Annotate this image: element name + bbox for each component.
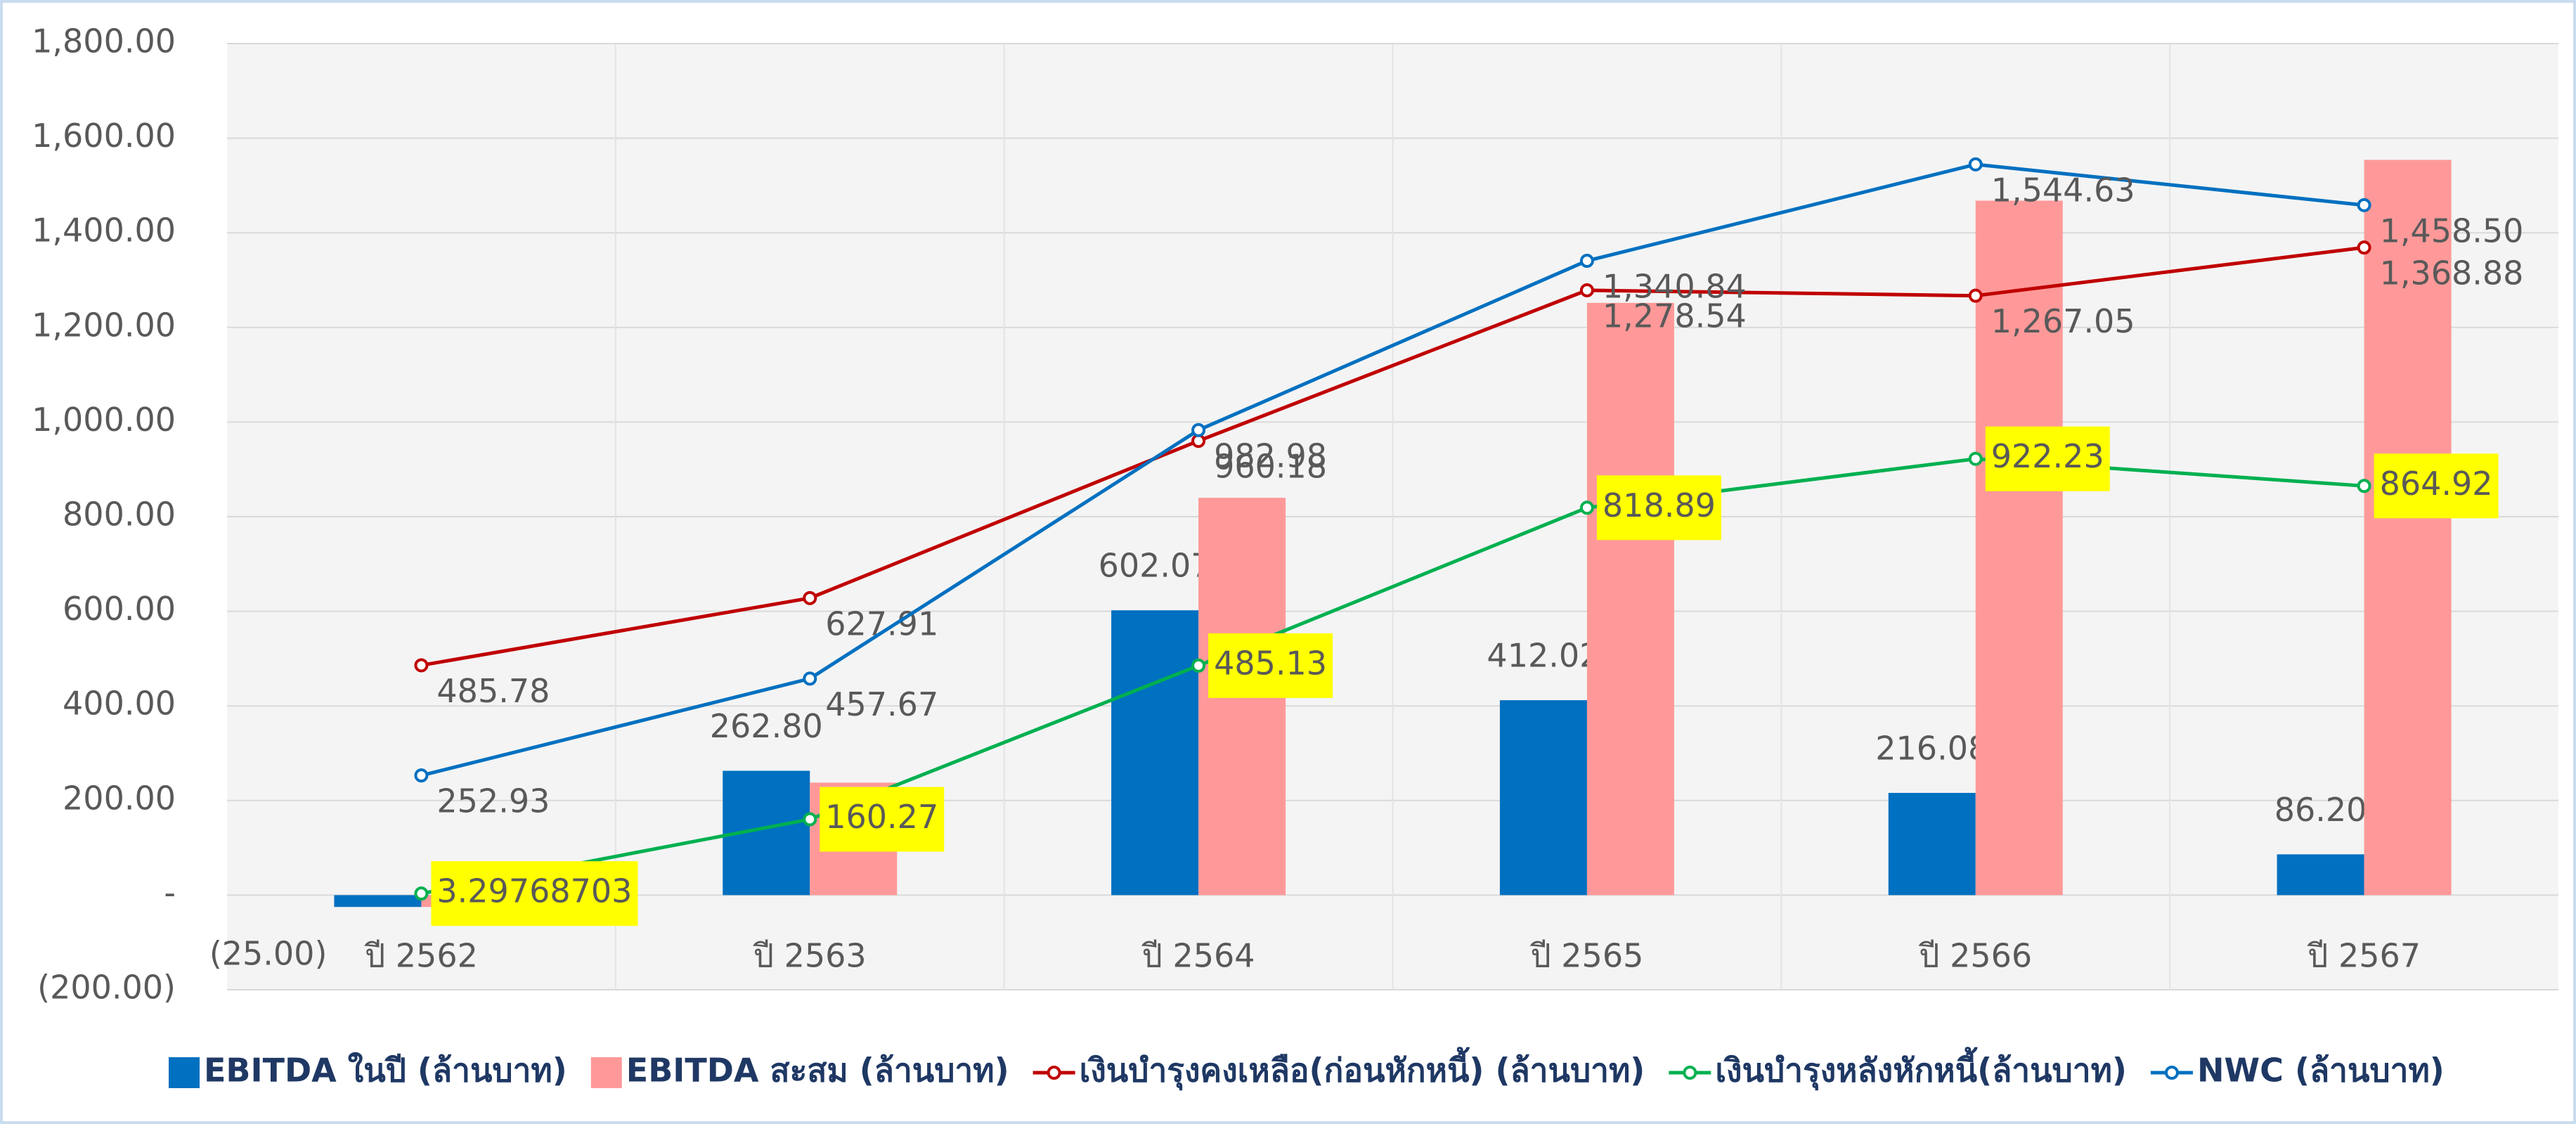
data-label: 457.67 (825, 685, 938, 723)
legend-label: EBITDA สะสม (ล้านบาท) (626, 1052, 1009, 1090)
y-tick-label: 200.00 (63, 779, 176, 817)
x-tick-label: ปี 2567 (2307, 937, 2421, 975)
data-label: 252.93 (436, 782, 550, 820)
bar (334, 895, 422, 907)
data-label: 1,458.50 (2380, 212, 2524, 250)
data-label-box (1208, 633, 1333, 698)
point (1968, 157, 1983, 172)
line (420, 162, 2364, 777)
data-label: 1,544.63 (1991, 171, 2135, 209)
point (414, 658, 429, 673)
data-label: 1,340.84 (1603, 268, 1747, 306)
x-tick-label: ปี 2563 (753, 937, 867, 975)
y-tick-label: 1,400.00 (32, 212, 176, 250)
data-label: 216.08 (1875, 729, 1988, 767)
data-label: 982.98 (1214, 437, 1327, 474)
y-tick-label: 1,600.00 (32, 117, 176, 155)
data-label: 262.80 (710, 707, 823, 745)
point (1579, 283, 1594, 297)
bar (1586, 302, 1674, 896)
data-label-box (1596, 475, 1721, 541)
legend-label: EBITDA ในปี (ล้านบาท) (204, 1052, 567, 1090)
x-tick-label: ปี 2562 (364, 937, 478, 975)
legend-label: เงินบำรุงหลังหักหนี้(ล้านบาท) (1715, 1047, 2127, 1091)
line (420, 245, 2364, 667)
data-label: 960.18 (1214, 448, 1327, 486)
data-label: 602.07 (1099, 547, 1212, 585)
legend-point (1683, 1066, 1697, 1080)
point (1579, 254, 1594, 269)
y-tick-label: (200.00) (37, 969, 176, 1007)
point (414, 768, 429, 783)
legend-point (2164, 1066, 2179, 1080)
x-tick-label: ปี 2564 (1141, 937, 1255, 975)
data-label-box (820, 787, 945, 852)
point (2357, 240, 2371, 255)
data-label-box (2374, 453, 2499, 519)
legend-label: เงินบำรุงคงเหลือ(ก่อนหักหนี้) (ล้านบาท) (1080, 1047, 1645, 1091)
point (2357, 198, 2371, 212)
data-label: 1,368.88 (2380, 254, 2524, 292)
x-tick-label: ปี 2565 (1529, 937, 1643, 975)
legend-point (1047, 1066, 1061, 1080)
data-label: 1,267.05 (1991, 302, 2135, 340)
legend-label: NWC (ล้านบาท) (2197, 1052, 2445, 1090)
point (1191, 422, 1206, 437)
data-label: 160.27 (825, 798, 938, 836)
bar (1888, 792, 1976, 896)
data-label-box (1985, 426, 2110, 491)
y-tick-label: 600.00 (63, 590, 176, 628)
point (1968, 288, 1983, 303)
data-label-box (431, 861, 638, 926)
point (1191, 658, 1206, 673)
data-label: 1,278.54 (1603, 297, 1747, 335)
data-label: 818.89 (1603, 486, 1716, 524)
bar (2364, 160, 2452, 896)
bar (1111, 610, 1199, 896)
y-tick-label: 1,200.00 (32, 306, 176, 344)
data-label: 485.78 (436, 672, 550, 710)
point (1579, 500, 1594, 515)
y-tick-label: 400.00 (63, 685, 176, 723)
legend-swatch (169, 1057, 200, 1088)
y-tick-label: - (164, 874, 176, 912)
bar (2277, 854, 2364, 896)
data-label: 86.20 (2274, 791, 2367, 829)
bar (1499, 700, 1587, 896)
data-label: 864.92 (2380, 465, 2493, 503)
point (803, 812, 817, 827)
data-label: 627.91 (825, 605, 938, 642)
data-label: (25.00) (209, 935, 328, 973)
x-tick-label: ปี 2566 (1918, 937, 2032, 975)
data-label: 3.29768703 (436, 872, 632, 910)
y-tick-label: 800.00 (63, 496, 176, 534)
point (414, 886, 429, 901)
point (803, 671, 817, 686)
point (1968, 451, 1983, 466)
y-tick-label: 1,800.00 (32, 22, 176, 60)
legend-swatch (590, 1057, 622, 1088)
y-tick-label: 1,000.00 (32, 401, 176, 439)
data-label: 922.23 (1991, 437, 2104, 475)
data-label: 412.02 (1487, 637, 1600, 675)
point (803, 590, 817, 605)
data-label: 485.13 (1214, 644, 1327, 682)
bar (1975, 200, 2063, 896)
point (2357, 479, 2371, 493)
